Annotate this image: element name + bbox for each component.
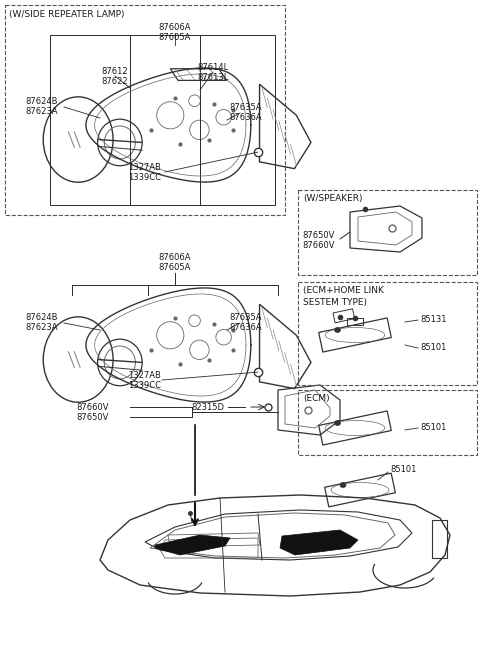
Text: 87605A: 87605A — [159, 264, 191, 272]
Bar — [298, 390, 477, 455]
Text: 87614L: 87614L — [197, 63, 228, 72]
Text: 1339CC: 1339CC — [129, 172, 161, 181]
Text: 87624B: 87624B — [26, 313, 58, 322]
Text: 87635A: 87635A — [230, 313, 262, 322]
Text: SESTEM TYPE): SESTEM TYPE) — [303, 297, 367, 306]
Bar — [347, 318, 363, 325]
Polygon shape — [155, 535, 230, 555]
Text: 87623A: 87623A — [26, 108, 58, 117]
Text: (W/SIDE REPEATER LAMP): (W/SIDE REPEATER LAMP) — [9, 10, 124, 19]
Text: 87660V: 87660V — [302, 241, 335, 250]
Text: 87636A: 87636A — [230, 324, 262, 333]
Bar — [50, 35, 275, 205]
Text: (ECM+HOME LINK: (ECM+HOME LINK — [303, 286, 384, 295]
Text: 82315D: 82315D — [192, 402, 225, 412]
Ellipse shape — [335, 328, 340, 333]
Text: (W/SPEAKER): (W/SPEAKER) — [303, 194, 362, 203]
Ellipse shape — [340, 482, 346, 488]
Text: 85131: 85131 — [420, 315, 446, 324]
Text: 87613L: 87613L — [197, 74, 228, 83]
Text: 1327AB: 1327AB — [129, 163, 161, 172]
Text: 87606A: 87606A — [159, 253, 191, 263]
Text: 87636A: 87636A — [230, 114, 262, 123]
Text: 87624B: 87624B — [26, 97, 58, 106]
Text: 87623A: 87623A — [26, 324, 58, 333]
Bar — [298, 190, 477, 275]
Text: 85101: 85101 — [420, 424, 446, 433]
Text: 1327AB: 1327AB — [129, 370, 161, 379]
Text: 87635A: 87635A — [230, 103, 262, 112]
Bar — [5, 5, 285, 215]
Bar — [432, 520, 447, 558]
Bar — [333, 309, 355, 322]
Bar — [298, 282, 477, 385]
Ellipse shape — [335, 421, 340, 426]
Text: 87622: 87622 — [102, 77, 128, 86]
Text: 85101: 85101 — [420, 344, 446, 353]
Text: 85101: 85101 — [390, 466, 416, 475]
Text: 87660V: 87660V — [77, 402, 109, 412]
Text: (ECM): (ECM) — [303, 395, 330, 404]
Text: 87650V: 87650V — [302, 230, 335, 239]
Text: 1339CC: 1339CC — [129, 381, 161, 390]
Text: 87605A: 87605A — [159, 34, 191, 43]
Text: 87612: 87612 — [102, 68, 128, 77]
Text: 87650V: 87650V — [77, 413, 109, 421]
Polygon shape — [280, 530, 358, 555]
Text: 87606A: 87606A — [159, 23, 191, 32]
